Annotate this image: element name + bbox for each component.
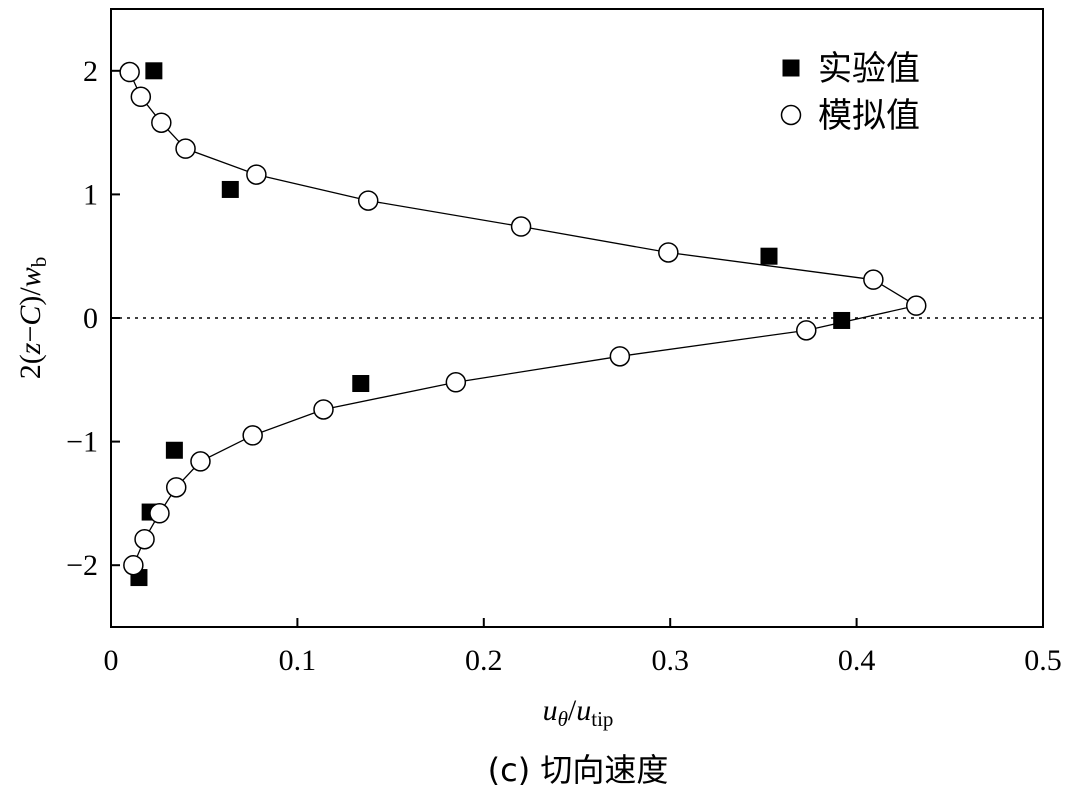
x-tick-label: 0.1 bbox=[279, 644, 317, 677]
simulated-point bbox=[151, 112, 172, 133]
experimental-point bbox=[352, 375, 370, 393]
y-tick-label: −2 bbox=[66, 549, 98, 582]
simulated-point bbox=[246, 164, 267, 185]
legend-label-experimental: 实验值 bbox=[818, 49, 920, 89]
simulated-point bbox=[149, 503, 170, 524]
simulated-point bbox=[165, 477, 187, 498]
experimental-point bbox=[165, 441, 183, 459]
simulated-point bbox=[510, 216, 532, 237]
experimental-point bbox=[145, 62, 163, 80]
y-axis-label: 2(z−C)/wb bbox=[14, 257, 51, 379]
simulated-point bbox=[119, 61, 140, 83]
y-tick-label: 0 bbox=[83, 302, 98, 335]
experimental-point bbox=[833, 311, 851, 329]
data-marks bbox=[119, 61, 927, 587]
legend-circle-marker bbox=[780, 104, 802, 126]
x-tick-label: 0 bbox=[104, 644, 119, 677]
axes-ticks: 0 0.1 0.2 0.3 0.4 0.5 2 1 0 −1 −2 bbox=[66, 55, 1062, 677]
simulated-point bbox=[905, 295, 927, 316]
x-axis-label: uθ/utip bbox=[543, 694, 614, 731]
simulated-point bbox=[134, 528, 155, 550]
y-tick-label: 1 bbox=[83, 178, 98, 211]
simulated-point bbox=[658, 242, 679, 263]
simulated-point bbox=[609, 346, 631, 367]
legend-label-simulated: 模拟值 bbox=[818, 96, 920, 136]
simulated-point bbox=[357, 190, 379, 211]
simulated-point bbox=[175, 138, 196, 159]
y-tick-label: 2 bbox=[83, 55, 98, 88]
simulated-point bbox=[445, 372, 467, 393]
x-tick-label: 0.5 bbox=[1024, 644, 1062, 677]
legend-square-marker bbox=[782, 59, 800, 77]
simulated-point bbox=[242, 425, 263, 446]
simulated-point bbox=[123, 554, 144, 576]
simulated-point bbox=[190, 451, 211, 472]
x-tick-label: 0.3 bbox=[651, 644, 689, 677]
simulated-point bbox=[313, 399, 334, 420]
x-tick-label: 0.2 bbox=[465, 644, 503, 677]
x-tick-label: 0.4 bbox=[838, 644, 876, 677]
y-tick-label: −1 bbox=[66, 426, 98, 459]
experimental-point bbox=[760, 247, 778, 265]
experimental-point bbox=[221, 180, 239, 198]
simulated-point bbox=[130, 86, 152, 108]
simulated-point bbox=[796, 320, 817, 341]
simulated-point bbox=[863, 269, 884, 290]
figure-caption: (c) 切向速度 bbox=[488, 751, 669, 789]
